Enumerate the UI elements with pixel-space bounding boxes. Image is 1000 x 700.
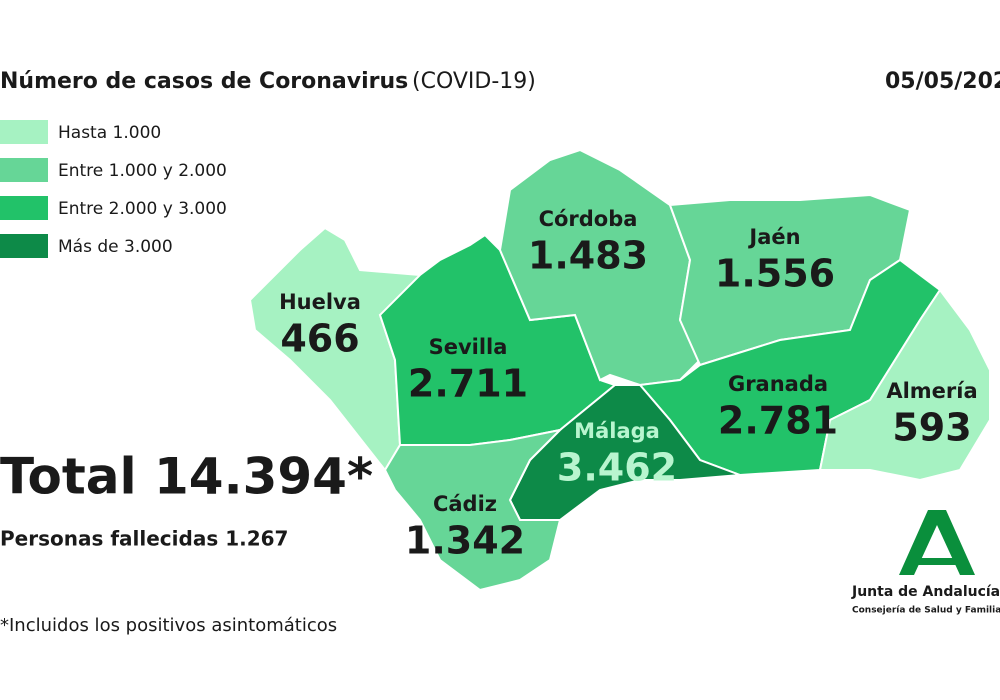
footnote: *Incluidos los positivos asintomáticos [0, 615, 337, 636]
legend-swatch [0, 234, 48, 258]
province-name: Almería [886, 379, 977, 403]
province-name: Córdoba [539, 207, 638, 231]
total: Total 14.394* [0, 448, 373, 506]
legend-label: Entre 1.000 y 2.000 [58, 161, 227, 181]
province-name: Sevilla [429, 335, 508, 359]
province-value: 2.781 [718, 399, 838, 443]
date: 05/05/2020 [885, 69, 1000, 94]
map [248, 148, 991, 592]
province-value: 1.556 [715, 252, 835, 296]
legend: Hasta 1.000 Entre 1.000 y 2.000 Entre 2.00… [0, 120, 227, 258]
legend-swatch [0, 158, 48, 182]
legend-label: Hasta 1.000 [58, 123, 161, 143]
province-name: Huelva [279, 290, 361, 314]
province-value: 3.462 [557, 446, 677, 490]
province-value: 1.342 [405, 519, 525, 563]
legend-swatch [0, 196, 48, 220]
legend-swatch [0, 120, 48, 144]
province-value: 466 [280, 317, 359, 361]
province-value: 593 [892, 406, 971, 450]
logo: Junta de Andalucía Consejería de Salud y… [851, 510, 1000, 616]
province-labels: Huelva 466 Sevilla 2.711 Córdoba 1.483 Jaén 1.5… [279, 207, 978, 563]
legend-label: Entre 2.000 y 3.000 [58, 199, 227, 219]
logo-department: Consejería de Salud y Familias [852, 606, 1000, 616]
title-suffix: (COVID-19) [412, 69, 536, 94]
title: Número de casos de Coronavirus [0, 69, 408, 94]
province-name: Jaén [747, 225, 800, 249]
legend-label: Más de 3.000 [58, 237, 173, 257]
logo-name: Junta de Andalucía [851, 584, 1000, 600]
deaths: Personas fallecidas 1.267 [0, 527, 288, 551]
province-shape [383, 428, 564, 592]
province-value: 2.711 [408, 362, 528, 406]
province-shape [818, 288, 991, 482]
province-name: Málaga [574, 419, 660, 443]
province-value: 1.483 [528, 234, 648, 278]
province-name: Granada [728, 372, 828, 396]
province-name: Cádiz [433, 492, 497, 516]
